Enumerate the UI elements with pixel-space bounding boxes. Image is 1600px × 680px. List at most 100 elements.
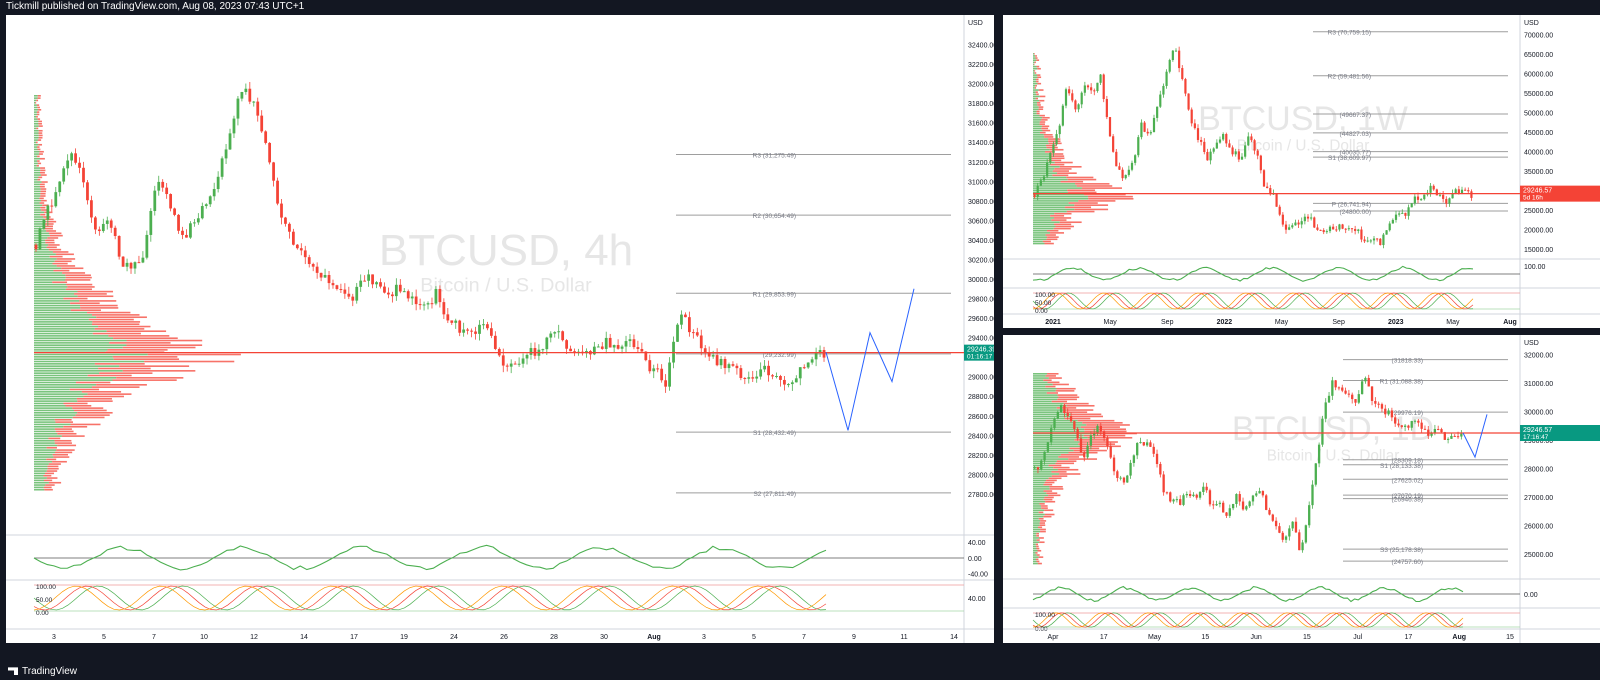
volume-profile-bar-up xyxy=(1033,447,1070,450)
volume-profile-bar-up xyxy=(1033,498,1044,501)
candle-body xyxy=(192,222,196,224)
candle-body xyxy=(1234,151,1237,155)
volume-profile-bar-up xyxy=(34,446,47,449)
volume-profile-bar-up xyxy=(34,393,88,395)
volume-profile-bar-down xyxy=(40,169,46,172)
rsi-tick-label: 0.00 xyxy=(968,556,982,563)
volume-profile-bar-down xyxy=(1038,108,1044,111)
candle-body xyxy=(1061,105,1064,126)
candle-body xyxy=(1388,223,1391,231)
volume-profile-bar-down xyxy=(1040,520,1047,522)
volume-profile-bar-up xyxy=(1033,119,1042,121)
candle-body xyxy=(1112,136,1115,152)
volume-profile-bar-up xyxy=(1033,383,1053,386)
volume-profile-bar-up xyxy=(1033,513,1045,516)
candle-body xyxy=(1327,395,1331,403)
volume-profile-bar-up xyxy=(1033,219,1052,221)
volume-profile-bar-up xyxy=(34,409,74,412)
volume-profile-bar-up xyxy=(1033,180,1061,183)
volume-profile-bar-up xyxy=(1033,398,1058,401)
candle-body xyxy=(1228,508,1231,516)
candle-body xyxy=(680,314,683,325)
candle-body xyxy=(58,181,62,193)
volume-profile-bar-down xyxy=(65,404,92,407)
volume-profile-bar-down xyxy=(1035,552,1038,554)
volume-profile-bar-down xyxy=(76,398,112,400)
candle-body xyxy=(1174,50,1178,52)
candle-body xyxy=(525,354,529,359)
volume-profile-bar-up xyxy=(34,97,38,99)
y-tick-label: 55000.00 xyxy=(1524,91,1553,98)
volume-profile-bar-down xyxy=(75,381,111,384)
volume-profile-bar-down xyxy=(88,318,134,321)
candle-body xyxy=(454,320,458,323)
volume-profile-bar-up xyxy=(34,272,63,274)
y-tick-label: 50000.00 xyxy=(1524,111,1553,118)
tradingview-logo-icon xyxy=(8,667,18,676)
candle-body xyxy=(1121,169,1124,179)
candle-body xyxy=(1442,194,1445,199)
candle-body xyxy=(1033,194,1036,197)
volume-profile-bar-down xyxy=(113,358,180,360)
x-tick-label: 15 xyxy=(1506,634,1514,641)
candle-body xyxy=(541,349,545,351)
volume-profile-bar-down xyxy=(1043,134,1053,136)
volume-profile-bar-up xyxy=(1033,541,1040,544)
volume-profile-bar-down xyxy=(1037,102,1041,104)
chart-pane-1d[interactable]: USD BTCUSD, 1D Bitcoin / U.S. Dollar 32000.… xyxy=(1003,335,1600,643)
candle-body xyxy=(1235,494,1238,504)
volume-profile-bar-up xyxy=(34,481,49,484)
candle-body xyxy=(46,205,50,220)
chart-pane-4h[interactable]: USD BTCUSD, 4h Bitcoin / U.S. Dollar 32400.… xyxy=(6,15,994,643)
y-tick-label: 32200.00 xyxy=(968,62,994,69)
volume-profile-bar-down xyxy=(1056,407,1077,409)
volume-profile-bar-up xyxy=(1033,108,1039,111)
volume-profile-bar-up xyxy=(34,353,148,356)
volume-profile-bar-up xyxy=(34,129,39,132)
candle-body xyxy=(311,264,315,267)
volume-profile-bar-down xyxy=(1045,144,1057,147)
chart-pane-1w[interactable]: USD BTCUSD, 1W Bitcoin / U.S. Dollar 70000.… xyxy=(1003,15,1600,328)
stochastic-line xyxy=(1032,292,1474,310)
volume-profile-bar-up xyxy=(34,213,41,216)
x-tick-label: 2021 xyxy=(1045,319,1061,326)
candle-body xyxy=(1397,423,1400,426)
candle-body xyxy=(802,367,806,369)
stoch-tick-label: 40.00 xyxy=(968,596,986,603)
candle-body xyxy=(1445,198,1448,204)
candle-body xyxy=(70,153,74,161)
candle-body xyxy=(387,292,390,295)
volume-profile-bar-up xyxy=(1033,70,1035,72)
pivot-level-label: (26946.38) xyxy=(1392,497,1423,504)
rsi-line xyxy=(1032,585,1464,603)
volume-profile-bar-down xyxy=(96,384,147,386)
candle-body xyxy=(747,377,751,379)
volume-profile-bar-up xyxy=(34,115,37,118)
volume-profile-bar-up xyxy=(34,374,88,377)
volume-profile-bar-up xyxy=(34,423,71,426)
rsi-tick-label: 0.00 xyxy=(1524,592,1538,599)
volume-profile-bar-up xyxy=(34,428,55,430)
candle-body xyxy=(1403,425,1407,427)
volume-profile-bar-down xyxy=(1050,163,1065,166)
candle-body xyxy=(212,189,216,197)
volume-profile-bar-down xyxy=(1079,441,1118,443)
volume-profile-bar-up xyxy=(1033,520,1041,522)
y-tick-label: 28200.00 xyxy=(968,453,994,460)
volume-profile-bar-up xyxy=(34,276,66,279)
y-tick-label: 28800.00 xyxy=(968,394,994,401)
candle-body xyxy=(268,142,272,163)
volume-profile-bar-up xyxy=(1033,53,1034,55)
volume-profile-bar-down xyxy=(1049,488,1064,490)
candle-body xyxy=(1250,136,1253,141)
volume-profile-bar-down xyxy=(47,467,59,470)
volume-profile-bar-up xyxy=(34,216,44,218)
candle-body xyxy=(596,346,600,348)
volume-profile-bar-down xyxy=(1038,526,1043,529)
volume-profile-bar-down xyxy=(87,393,132,395)
candle-body xyxy=(1042,176,1046,181)
volume-profile-bar-down xyxy=(37,95,41,97)
